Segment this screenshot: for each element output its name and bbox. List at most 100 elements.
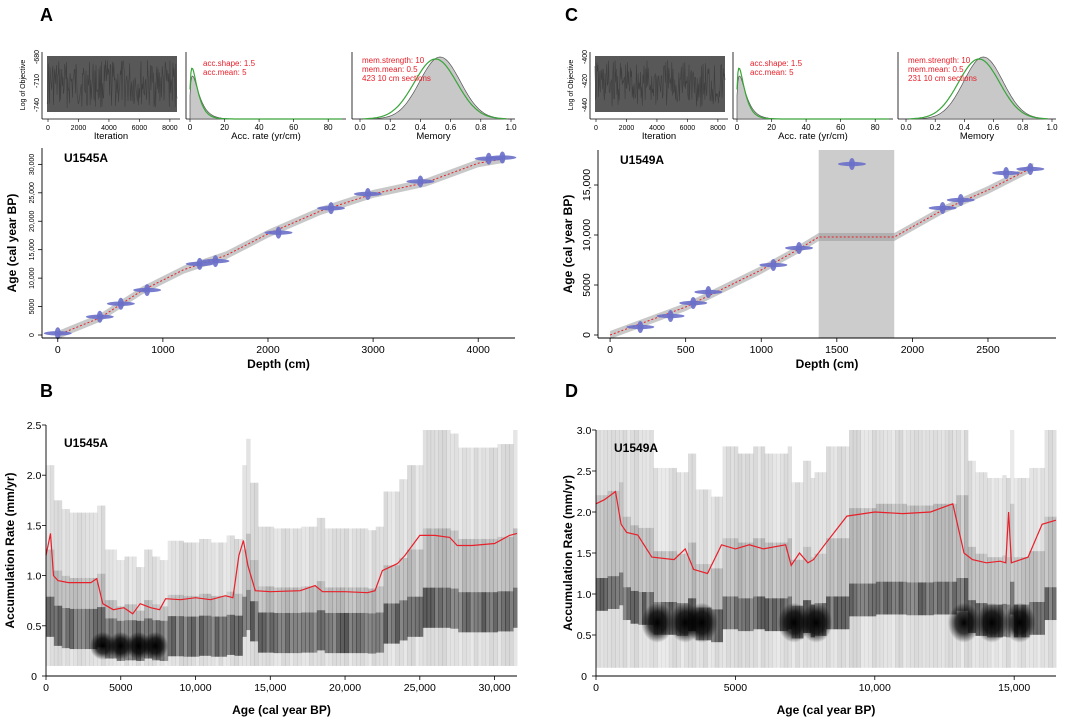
density-column-halo	[324, 528, 330, 666]
density-column-core	[97, 607, 102, 648]
density-column-mid	[430, 528, 436, 588]
x-tick-label: 2000	[901, 344, 925, 356]
density-column-mid	[695, 564, 700, 608]
density-column-mid	[833, 538, 838, 597]
density-column-halo	[634, 430, 639, 668]
density-column-halo	[711, 496, 716, 668]
density-blob	[800, 602, 833, 643]
density-column-halo	[407, 465, 412, 666]
density-blob	[1003, 602, 1036, 643]
density-column-core	[257, 612, 263, 653]
density-column-halo	[726, 446, 731, 668]
density-column-core	[1044, 587, 1049, 621]
density-column-mid	[883, 503, 888, 582]
density-column-mid	[167, 594, 173, 617]
density-column-mid	[222, 595, 228, 617]
density-column-mid	[218, 595, 224, 617]
y-tick-label: 20,000	[29, 210, 36, 232]
density-column-core	[277, 612, 282, 654]
mem-annotation: 231 10 cm sections	[908, 74, 977, 83]
y-axis-label: Age (cal year BP)	[561, 195, 575, 294]
density-column-halo	[69, 512, 74, 666]
density-column-core	[469, 592, 475, 633]
y-tick-label: 0	[581, 671, 587, 683]
density-column-mid	[324, 587, 330, 613]
density-column-core	[622, 587, 628, 621]
density-column-halo	[622, 430, 628, 668]
density-column-mid	[73, 577, 78, 609]
density-column-halo	[163, 560, 169, 666]
density-column-mid	[116, 606, 122, 621]
density-column-mid	[718, 568, 723, 610]
density-column-halo	[795, 482, 800, 668]
core-label: U1549A	[614, 441, 658, 455]
density-column-halo	[699, 489, 704, 668]
mem-annotation: 423 10 cm sections	[362, 74, 431, 83]
density-blob	[777, 602, 810, 643]
mem-tick-label: 0.4	[415, 123, 427, 132]
density-column-halo	[676, 472, 681, 668]
density-column-mid	[737, 542, 743, 599]
density-column-core	[454, 588, 459, 629]
density-column-halo	[77, 512, 82, 666]
density-blob	[142, 631, 169, 660]
density-column-halo	[921, 430, 927, 668]
mem-tick-label: 0.0	[900, 123, 912, 132]
density-column-halo	[308, 526, 314, 666]
density-column-core	[407, 596, 412, 637]
density-column-core	[218, 616, 224, 657]
y-tick-label: 0.5	[577, 630, 592, 642]
density-column-mid	[776, 542, 781, 599]
dated-level-age	[417, 175, 424, 188]
dated-level-age	[485, 152, 492, 165]
mcmc-ylabel: Log of Objective	[568, 60, 575, 111]
density-column-halo	[348, 528, 353, 666]
acc-tick-label: 80	[324, 123, 333, 132]
density-column-halo	[734, 446, 739, 668]
density-column-core	[753, 596, 758, 630]
density-column-core	[642, 592, 647, 625]
density-column-halo	[199, 538, 204, 666]
density-column-mid	[994, 557, 999, 605]
density-column-mid	[175, 594, 180, 617]
density-column-halo	[206, 538, 212, 666]
density-column-mid	[925, 505, 930, 583]
density-column-mid	[93, 577, 98, 609]
density-column-mid	[730, 538, 735, 597]
x-tick-label: 3000	[361, 344, 385, 356]
density-column-halo	[695, 489, 700, 668]
density-column-core	[340, 612, 345, 654]
density-column-mid	[603, 495, 608, 579]
density-column-halo	[661, 467, 666, 668]
density-column-mid	[895, 503, 900, 582]
density-column-core	[316, 610, 322, 651]
density-column-core	[450, 588, 455, 629]
y-axis-label: Accumulation Rate (mm/yr)	[3, 472, 17, 628]
density-column-core	[371, 613, 377, 654]
density-column-core	[485, 592, 491, 633]
density-column-halo	[458, 447, 463, 666]
density-column-mid	[465, 538, 471, 593]
y-tick-label: 1.0	[27, 571, 42, 583]
density-column-mid	[442, 528, 447, 588]
x-axis-label: Depth (cm)	[796, 357, 859, 371]
density-column-mid	[829, 538, 835, 597]
density-column-halo	[603, 430, 608, 668]
density-column-halo	[799, 482, 804, 668]
density-column-mid	[234, 593, 239, 616]
density-column-core	[860, 583, 865, 617]
density-column-halo	[477, 447, 483, 666]
density-column-core	[505, 591, 510, 632]
density-column-core	[238, 615, 243, 656]
density-column-halo	[737, 453, 743, 668]
density-column-mid	[1006, 557, 1011, 605]
density-column-halo	[914, 430, 919, 668]
acc-tick-label: 0	[188, 123, 193, 132]
density-column-mid	[964, 495, 969, 579]
y-tick-label: 0	[31, 671, 37, 683]
density-column-mid	[891, 503, 896, 582]
density-column-core	[171, 616, 177, 657]
mcmc-ytick-label: -740	[34, 98, 41, 112]
density-column-core	[875, 581, 881, 615]
density-column-mid	[1033, 551, 1038, 602]
